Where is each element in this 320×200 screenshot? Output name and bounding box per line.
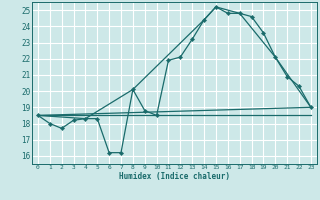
X-axis label: Humidex (Indice chaleur): Humidex (Indice chaleur) xyxy=(119,172,230,181)
